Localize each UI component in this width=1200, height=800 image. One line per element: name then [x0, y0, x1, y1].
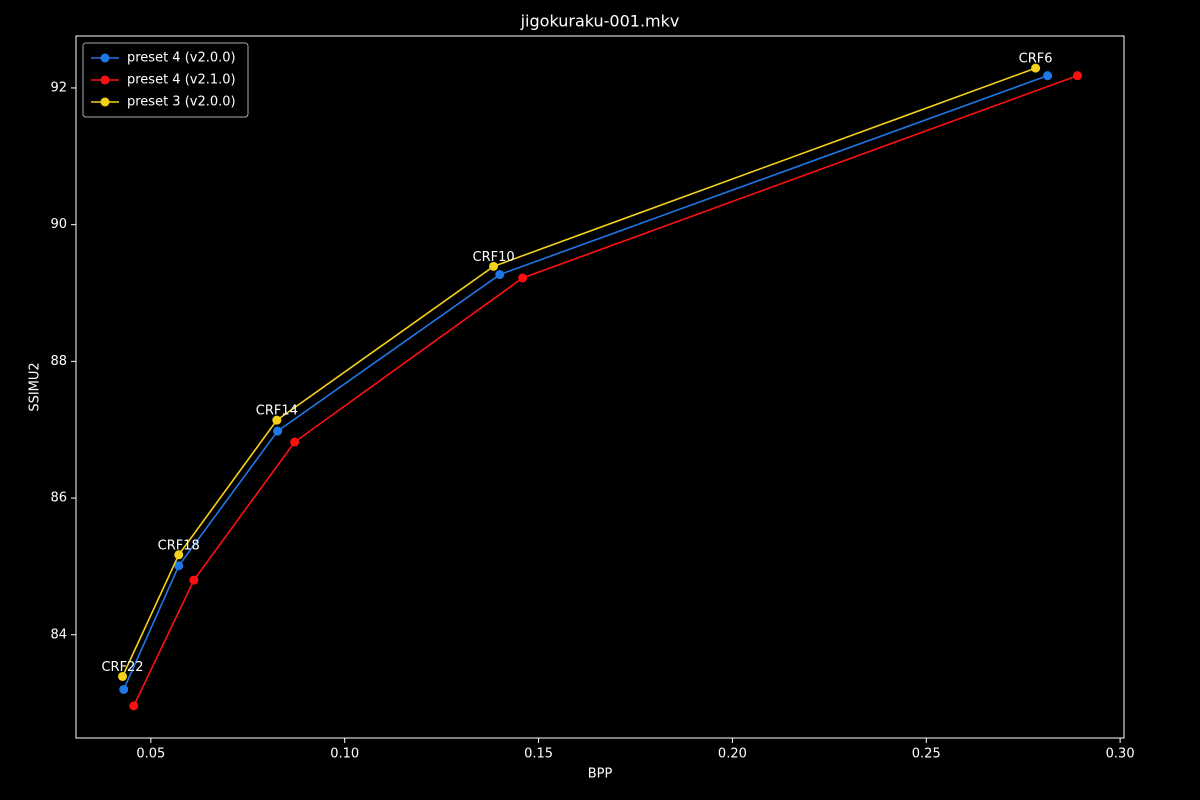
data-point — [174, 561, 184, 571]
x-tick-label: 0.15 — [524, 747, 553, 762]
data-point — [118, 671, 128, 681]
legend-label: preset 3 (v2.0.0) — [127, 95, 236, 110]
plot-frame — [75, 35, 1125, 739]
legend-marker — [100, 75, 110, 85]
data-point — [273, 426, 283, 436]
y-tick-label: 92 — [50, 80, 67, 95]
legend-label: preset 4 (v2.1.0) — [127, 73, 236, 88]
data-point — [174, 550, 184, 560]
y-tick-label: 88 — [50, 354, 67, 369]
data-point — [495, 270, 505, 280]
y-tick-label: 84 — [50, 627, 67, 642]
point-label: CRF22 — [101, 660, 143, 675]
chart-title: jigokuraku-001.mkv — [520, 12, 680, 31]
data-point — [1031, 63, 1041, 73]
legend-label: preset 4 (v2.0.0) — [127, 51, 236, 66]
x-tick-label: 0.05 — [136, 747, 165, 762]
data-point — [129, 701, 139, 711]
x-tick-label: 0.20 — [718, 747, 747, 762]
data-point — [518, 273, 528, 283]
x-tick-label: 0.10 — [330, 747, 359, 762]
y-tick-label: 90 — [50, 217, 67, 232]
data-point — [1043, 71, 1053, 81]
x-tick-label: 0.25 — [912, 747, 941, 762]
data-point — [119, 684, 129, 694]
data-point — [189, 575, 199, 585]
data-point — [1072, 71, 1082, 81]
point-label: CRF18 — [158, 538, 200, 553]
data-point — [489, 261, 499, 271]
y-tick-label: 86 — [50, 491, 67, 506]
x-tick-label: 0.30 — [1106, 747, 1135, 762]
y-axis-label: SSIMU2 — [28, 362, 43, 411]
data-point — [290, 437, 300, 447]
legend-marker — [100, 97, 110, 107]
point-label: CRF10 — [473, 250, 515, 265]
legend-box — [82, 42, 249, 118]
data-point — [272, 415, 282, 425]
point-label: CRF6 — [1019, 52, 1053, 67]
point-label: CRF14 — [256, 404, 298, 419]
x-axis-label: BPP — [588, 767, 613, 782]
legend-marker — [100, 53, 110, 63]
